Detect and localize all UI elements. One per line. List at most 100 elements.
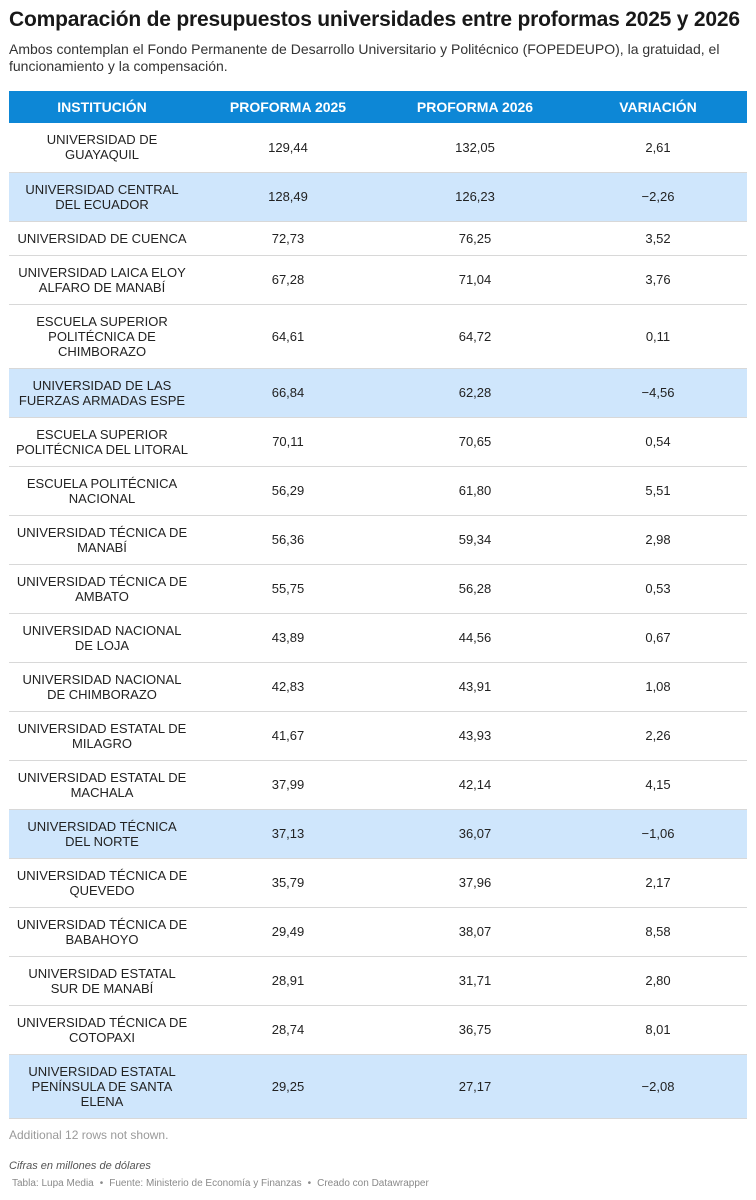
cell-variacion: 2,61 — [569, 123, 747, 173]
budget-table: INSTITUCIÓN PROFORMA 2025 PROFORMA 2026 … — [9, 91, 747, 1119]
cell-institucion: UNIVERSIDAD DE LAS FUERZAS ARMADAS ESPE — [9, 368, 195, 418]
cell-proforma-2026: 64,72 — [381, 304, 569, 369]
cell-proforma-2026: 62,28 — [381, 368, 569, 418]
table-row: UNIVERSIDAD DE CUENCA 72,73 76,25 3,52 — [9, 221, 747, 256]
cell-variacion: 2,80 — [569, 956, 747, 1006]
table-row: UNIVERSIDAD DE GUAYAQUIL 129,44 132,05 2,61 — [9, 123, 747, 173]
cell-proforma-2026: 76,25 — [381, 221, 569, 256]
chart-subtitle: Ambos contemplan el Fondo Permanente de … — [9, 41, 720, 74]
cell-proforma-2026: 31,71 — [381, 956, 569, 1006]
cell-proforma-2025: 42,83 — [195, 662, 381, 712]
cell-proforma-2025: 70,11 — [195, 417, 381, 467]
table-row: UNIVERSIDAD TÉCNICA DE AMBATO 55,75 56,28 0… — [9, 564, 747, 614]
cell-institucion: ESCUELA SUPERIOR POLITÉCNICA DEL LITORAL — [9, 417, 195, 467]
credit-source: Fuente: Ministerio de Economía y Finanza… — [109, 1178, 302, 1189]
chart-title: Comparación de presupuestos universidade… — [9, 8, 740, 31]
table-row: ESCUELA SUPERIOR POLITÉCNICA DE CHIMBORA… — [9, 304, 747, 369]
more-rows-note: Additional 12 rows not shown. — [9, 1128, 169, 1142]
cell-proforma-2025: 64,61 — [195, 304, 381, 369]
cell-institucion: UNIVERSIDAD TÉCNICA DE QUEVEDO — [9, 858, 195, 908]
cell-proforma-2026: 59,34 — [381, 515, 569, 565]
cell-variacion: 0,54 — [569, 417, 747, 467]
cell-proforma-2026: 36,07 — [381, 809, 569, 859]
credit-separator: • — [99, 1178, 104, 1189]
cell-variacion: 2,26 — [569, 711, 747, 761]
table-row: UNIVERSIDAD NACIONAL DE LOJA 43,89 44,56 0,… — [9, 613, 747, 663]
cell-proforma-2026: 126,23 — [381, 172, 569, 222]
cell-proforma-2025: 29,49 — [195, 907, 381, 957]
cell-proforma-2025: 37,13 — [195, 809, 381, 859]
cell-institucion: UNIVERSIDAD TÉCNICA DE BABAHOYO — [9, 907, 195, 957]
column-header-proforma-2026[interactable]: PROFORMA 2026 — [381, 91, 569, 123]
cell-proforma-2026: 132,05 — [381, 123, 569, 173]
cell-proforma-2025: 28,74 — [195, 1005, 381, 1055]
cell-proforma-2026: 44,56 — [381, 613, 569, 663]
cell-institucion: UNIVERSIDAD ESTATAL SUR DE MANABÍ — [9, 956, 195, 1006]
cell-variacion: 5,51 — [569, 466, 747, 516]
table-row: UNIVERSIDAD ESTATAL PENÍNSULA DE SANTA E… — [9, 1054, 747, 1119]
cell-variacion: −2,08 — [569, 1054, 747, 1119]
cell-proforma-2026: 70,65 — [381, 417, 569, 467]
cell-proforma-2025: 37,99 — [195, 760, 381, 810]
cell-institucion: UNIVERSIDAD TÉCNICA DE MANABÍ — [9, 515, 195, 565]
cell-institucion: UNIVERSIDAD ESTATAL PENÍNSULA DE SANTA E… — [9, 1054, 195, 1119]
cell-proforma-2025: 128,49 — [195, 172, 381, 222]
table-row: UNIVERSIDAD TÉCNICA DE COTOPAXI 28,74 36,7… — [9, 1005, 747, 1055]
credit-table: Tabla: Lupa Media — [12, 1178, 94, 1189]
cell-variacion: 3,52 — [569, 221, 747, 256]
cell-proforma-2026: 36,75 — [381, 1005, 569, 1055]
table-row: UNIVERSIDAD NACIONAL DE CHIMBORAZO 42,83 4… — [9, 662, 747, 712]
cell-institucion: ESCUELA SUPERIOR POLITÉCNICA DE CHIMBORA… — [9, 304, 195, 369]
cell-variacion: −2,26 — [569, 172, 747, 222]
table-row: UNIVERSIDAD ESTATAL DE MACHALA 37,99 42,14… — [9, 760, 747, 810]
column-header-proforma-2025[interactable]: PROFORMA 2025 — [195, 91, 381, 123]
cell-proforma-2025: 129,44 — [195, 123, 381, 173]
cell-proforma-2025: 29,25 — [195, 1054, 381, 1119]
credit-tool: Creado con Datawrapper — [317, 1178, 429, 1189]
cell-institucion: UNIVERSIDAD TÉCNICA DEL NORTE — [9, 809, 195, 859]
table-row: UNIVERSIDAD LAICA ELOY ALFARO DE MANABÍ 6… — [9, 255, 747, 305]
cell-institucion: ESCUELA POLITÉCNICA NACIONAL — [9, 466, 195, 516]
table-row: ESCUELA SUPERIOR POLITÉCNICA DEL LITORAL… — [9, 417, 747, 467]
cell-proforma-2025: 56,36 — [195, 515, 381, 565]
cell-institucion: UNIVERSIDAD ESTATAL DE MILAGRO — [9, 711, 195, 761]
cell-proforma-2025: 55,75 — [195, 564, 381, 614]
cell-proforma-2026: 27,17 — [381, 1054, 569, 1119]
cell-proforma-2025: 67,28 — [195, 255, 381, 305]
cell-proforma-2026: 56,28 — [381, 564, 569, 614]
cell-variacion: −4,56 — [569, 368, 747, 418]
units-note: Cifras en millones de dólares — [9, 1160, 151, 1172]
cell-proforma-2025: 28,91 — [195, 956, 381, 1006]
cell-institucion: UNIVERSIDAD NACIONAL DE CHIMBORAZO — [9, 662, 195, 712]
cell-variacion: 2,98 — [569, 515, 747, 565]
cell-variacion: 8,58 — [569, 907, 747, 957]
cell-proforma-2026: 71,04 — [381, 255, 569, 305]
column-header-variacion[interactable]: VARIACIÓN — [569, 91, 747, 123]
cell-variacion: 8,01 — [569, 1005, 747, 1055]
cell-variacion: 0,53 — [569, 564, 747, 614]
table-row: UNIVERSIDAD CENTRAL DEL ECUADOR 128,49 126… — [9, 172, 747, 222]
table-row: UNIVERSIDAD ESTATAL DE MILAGRO 41,67 43,93… — [9, 711, 747, 761]
cell-institucion: UNIVERSIDAD TÉCNICA DE AMBATO — [9, 564, 195, 614]
cell-proforma-2025: 72,73 — [195, 221, 381, 256]
cell-institucion: UNIVERSIDAD DE GUAYAQUIL — [9, 123, 195, 173]
cell-variacion: −1,06 — [569, 809, 747, 859]
cell-variacion: 0,11 — [569, 304, 747, 369]
table-row: ESCUELA POLITÉCNICA NACIONAL 56,29 61,80 5,… — [9, 466, 747, 516]
cell-variacion: 0,67 — [569, 613, 747, 663]
cell-proforma-2026: 37,96 — [381, 858, 569, 908]
column-header-institucion[interactable]: INSTITUCIÓN — [9, 91, 195, 123]
cell-institucion: UNIVERSIDAD NACIONAL DE LOJA — [9, 613, 195, 663]
cell-proforma-2026: 61,80 — [381, 466, 569, 516]
table-body: UNIVERSIDAD DE GUAYAQUIL 129,44 132,05 2,61… — [9, 123, 747, 1119]
cell-proforma-2025: 56,29 — [195, 466, 381, 516]
cell-proforma-2026: 42,14 — [381, 760, 569, 810]
cell-proforma-2026: 43,93 — [381, 711, 569, 761]
cell-proforma-2025: 66,84 — [195, 368, 381, 418]
cell-proforma-2025: 43,89 — [195, 613, 381, 663]
cell-variacion: 2,17 — [569, 858, 747, 908]
cell-institucion: UNIVERSIDAD ESTATAL DE MACHALA — [9, 760, 195, 810]
table-row: UNIVERSIDAD ESTATAL SUR DE MANABÍ 28,91 31… — [9, 956, 747, 1006]
cell-proforma-2026: 43,91 — [381, 662, 569, 712]
cell-variacion: 4,15 — [569, 760, 747, 810]
